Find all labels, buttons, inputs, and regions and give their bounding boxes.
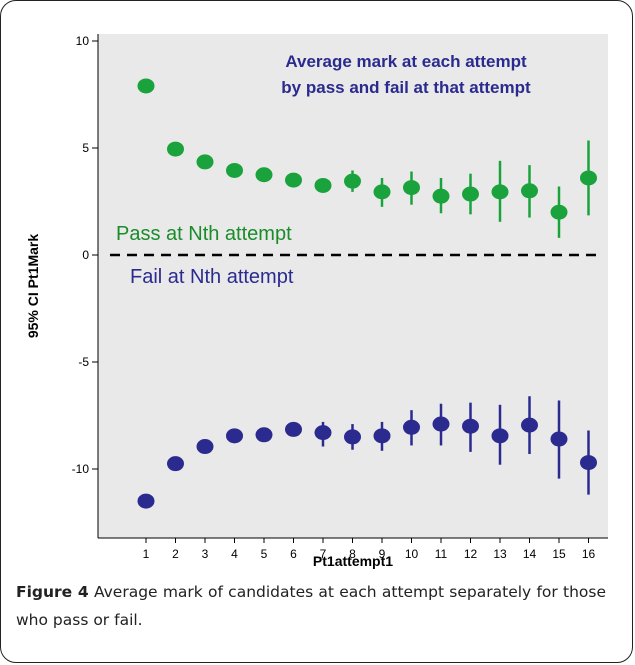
fail-point [580, 455, 597, 471]
chart-title-line-1: Average mark at each attempt [285, 52, 527, 71]
y-tick-label: 0 [82, 248, 89, 262]
pass-point [196, 154, 214, 170]
fail-point [373, 428, 391, 444]
fail-point [255, 427, 273, 443]
fail-point [491, 428, 509, 444]
x-tick-label: 9 [379, 547, 386, 561]
fail-point [285, 421, 302, 437]
fail-point [137, 493, 155, 509]
fail-point [462, 418, 479, 434]
pass-point [403, 180, 420, 196]
pass-point [580, 170, 597, 186]
pass-point [226, 162, 243, 178]
series-label-pass: Pass at Nth attempt [116, 223, 292, 245]
chart-title-line-2: by pass and fail at that attempt [281, 78, 531, 97]
x-tick-label: 14 [523, 547, 537, 561]
x-tick-label: 7 [320, 547, 327, 561]
fail-point [226, 428, 243, 444]
x-tick-label: 1 [143, 547, 150, 561]
x-tick-label: 8 [349, 547, 356, 561]
x-tick-label: 6 [290, 547, 297, 561]
pass-point [255, 167, 273, 183]
x-tick-label: 5 [261, 547, 268, 561]
y-axis-label: 95% CI Pt1Mark [25, 234, 41, 338]
x-tick-label: 12 [464, 547, 478, 561]
plot-area [98, 34, 608, 538]
x-tick-label: 10 [405, 547, 419, 561]
pass-point [137, 78, 155, 94]
pass-point [491, 184, 509, 200]
pass-point [521, 183, 538, 199]
figure-caption: Figure 4 Average mark of candidates at e… [16, 578, 606, 634]
pass-point [432, 188, 450, 204]
figure-caption-text: Average mark of candidates at each attem… [16, 583, 606, 629]
y-tick-label: 5 [82, 141, 89, 155]
pass-point [373, 184, 391, 200]
pass-point [344, 173, 361, 189]
fail-point [403, 419, 420, 435]
fail-point [432, 416, 450, 432]
x-tick-label: 13 [493, 547, 507, 561]
x-tick-label: 16 [582, 547, 596, 561]
x-tick-label: 2 [172, 547, 179, 561]
fail-point [196, 439, 214, 455]
y-tick-label: -10 [72, 462, 90, 476]
fail-point [314, 425, 332, 441]
pass-point [314, 177, 332, 193]
x-tick-label: 4 [231, 547, 238, 561]
series-label-fail: Fail at Nth attempt [130, 266, 294, 288]
x-axis-label: Pt1attempt1 [313, 553, 393, 569]
figure-label: Figure 4 [16, 583, 89, 601]
pass-point [167, 141, 184, 157]
y-tick-label: 10 [76, 34, 90, 48]
fail-point [167, 456, 184, 472]
x-tick-label: 11 [435, 547, 448, 561]
y-tick-label: -5 [78, 355, 89, 369]
fail-point [521, 417, 538, 433]
fail-point [550, 431, 568, 447]
x-tick-label: 3 [202, 547, 209, 561]
pass-point [285, 172, 302, 188]
pass-point [462, 186, 479, 202]
x-tick-label: 15 [552, 547, 566, 561]
pass-point [550, 204, 568, 220]
fail-point [344, 429, 361, 445]
